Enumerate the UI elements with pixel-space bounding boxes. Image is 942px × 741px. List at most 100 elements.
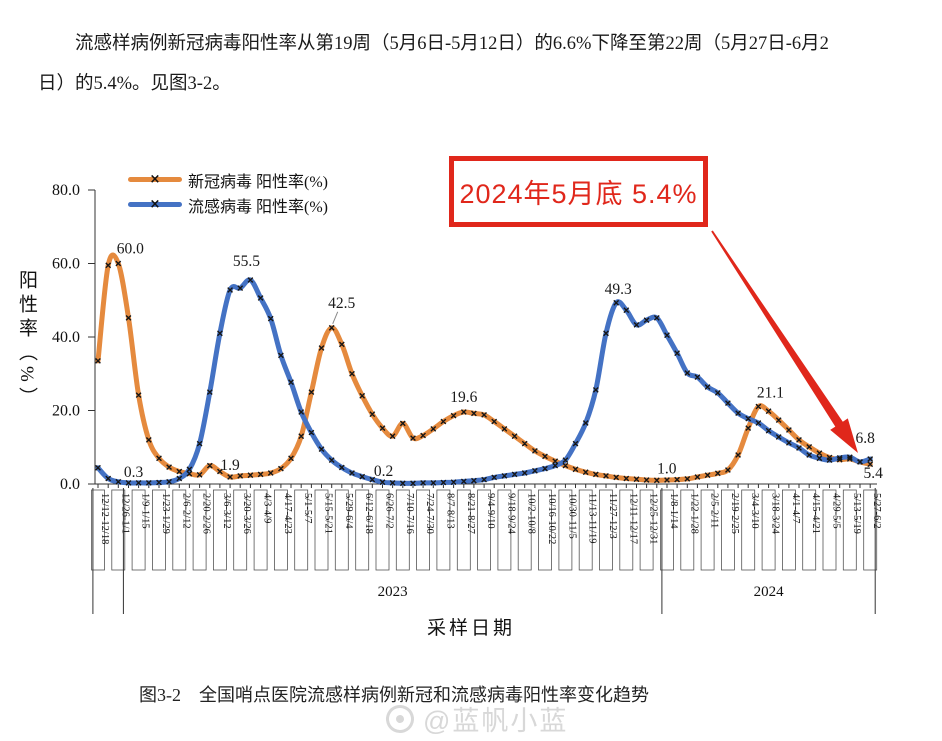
data-label: 0.2 (374, 463, 393, 480)
x-label-box (741, 489, 756, 571)
flu-point-markers (95, 277, 874, 487)
x-label-box (395, 489, 410, 571)
annotation-text: 2024年5月底 5.4% (459, 179, 698, 209)
x-label-box (782, 489, 796, 571)
covid-series-swatch: × (128, 172, 182, 185)
x-tick-label: 9/18-9/24 (505, 493, 516, 535)
x-label-box (822, 489, 837, 571)
x-label-box (334, 489, 349, 571)
x-label-box (436, 489, 451, 571)
x-tick-label: 4/29-5/5 (831, 493, 842, 529)
watermark-handle: @蓝帆小蓝 (423, 706, 569, 736)
x-label-box (802, 489, 817, 571)
x-label-box (456, 489, 471, 571)
y-tick-label: 40.0 (52, 329, 80, 346)
x-label-box (700, 489, 715, 571)
x-marker-icon: × (149, 196, 161, 212)
x-tick-label: 3/4-3/10 (749, 493, 760, 529)
x-label-box (212, 489, 227, 571)
data-label: 49.3 (605, 281, 632, 298)
year-label: 2023 (378, 584, 408, 600)
y-tick-label: 0.0 (60, 476, 80, 493)
legend-item-flu: × 流感病毒 阳性率(%) (128, 192, 328, 217)
covid-point-markers (95, 260, 874, 484)
x-label-box (172, 489, 187, 571)
x-label-box (192, 489, 207, 571)
x-tick-label: 12/25-12/31 (648, 493, 659, 544)
body-paragraph: 流感样病例新冠病毒阳性率从第19周（5月6日-5月12日）的6.6%下降至第22… (38, 24, 916, 104)
x-tick-label: 12/26-1/1 (119, 493, 130, 534)
legend-label-covid: 新冠病毒 阳性率(%) (188, 173, 328, 191)
data-label: 5.4 (864, 465, 884, 482)
x-tick-label: 2/19-2/25 (729, 493, 740, 534)
x-marker-icon: × (149, 171, 161, 187)
x-label-box (599, 489, 613, 571)
x-tick-label: 2/5-2/11 (709, 493, 720, 528)
x-label-box (660, 489, 674, 571)
data-label: 19.6 (450, 389, 477, 406)
x-tick-label: 10/30-11/5 (566, 493, 577, 539)
paragraph-line-2: 日）的5.4%。见图3-2。 (38, 74, 231, 94)
x-tick-label: 5/15-5/21 (323, 493, 334, 534)
paragraph-line-1: 流感样病例新冠病毒阳性率从第19周（5月6日-5月12日）的6.6%下降至第22… (75, 34, 829, 54)
x-tick-label: 3/18-3/24 (770, 493, 781, 535)
x-tick-label: 6/26-7/2 (384, 493, 395, 529)
data-label: 42.5 (328, 295, 355, 312)
x-tick-label: 3/20-3/26 (241, 493, 252, 534)
x-label-box (233, 489, 248, 571)
x-tick-label: 5/27-6/2 (871, 493, 882, 529)
x-tick-label: 4/1-4/7 (790, 493, 801, 523)
x-label-box (477, 489, 492, 571)
x-label-box (863, 489, 878, 571)
x-tick-label: 4/17-4/23 (282, 493, 293, 534)
chart-legend: × 新冠病毒 阳性率(%) × 流感病毒 阳性率(%) (128, 167, 328, 217)
x-label-box (355, 489, 370, 571)
x-tick-label: 10/2-10/8 (526, 493, 537, 534)
x-label-box (619, 489, 634, 571)
x-tick-label: 7/10-7/16 (404, 493, 415, 534)
x-label-box (842, 489, 857, 571)
data-label: 55.5 (233, 253, 260, 270)
y-tick-label: 20.0 (52, 403, 80, 420)
x-label-box (680, 489, 695, 571)
x-tick-label: 12/11-12/17 (627, 493, 638, 544)
x-tick-label: 6/12-6/18 (363, 493, 374, 534)
x-label-box (253, 489, 268, 571)
legend-label-flu: 流感病毒 阳性率(%) (188, 198, 328, 216)
label-leader-line (332, 311, 339, 324)
y-axis-title: 阳性率（%） (16, 270, 37, 411)
x-label-box (375, 489, 390, 571)
x-label-box (721, 489, 735, 571)
x-tick-label: 5/1-5/7 (302, 493, 313, 523)
x-label-box (111, 489, 126, 571)
flu-series-swatch: × (128, 197, 182, 210)
annotation-box: 2024年5月底 5.4% (449, 156, 708, 227)
data-label: 21.1 (757, 385, 784, 402)
x-tick-label: 2/20-2/26 (201, 493, 212, 534)
figure-caption: 图3-2 全国哨点医院流感样病例新冠和流感病毒阳性率变化趋势 (139, 685, 649, 705)
x-tick-label: 7/24-7/30 (424, 493, 435, 534)
x-label-box (558, 489, 573, 571)
x-tick-label: 5/13-5/19 (851, 493, 862, 534)
x-label-box (152, 489, 166, 571)
data-label: 6.8 (856, 430, 876, 447)
x-label-box (416, 489, 431, 571)
red-arrow (711, 230, 858, 453)
x-tick-label: 4/3-4/9 (262, 493, 273, 523)
x-tick-label: 5/29-6/4 (343, 493, 354, 529)
x-tick-label: 1/8-1/14 (668, 493, 679, 529)
x-tick-label: 3/6-3/12 (221, 493, 232, 529)
x-tick-label: 1/9-1/15 (140, 493, 151, 529)
flu-series-line (95, 277, 873, 486)
x-tick-label: 10/16-10/22 (546, 493, 557, 544)
x-label-box (538, 489, 552, 571)
x-label-box (131, 489, 146, 571)
x-label-box (314, 489, 329, 571)
x-tick-label: 12/12-12/18 (99, 493, 110, 544)
data-label: 1.9 (220, 457, 240, 474)
x-tick-label: 11/13-11/19 (587, 493, 598, 544)
x-tick-label: 1/23-1/29 (160, 493, 171, 534)
x-tick-label: 1/22-1/28 (688, 493, 699, 534)
x-label-box (273, 489, 288, 571)
